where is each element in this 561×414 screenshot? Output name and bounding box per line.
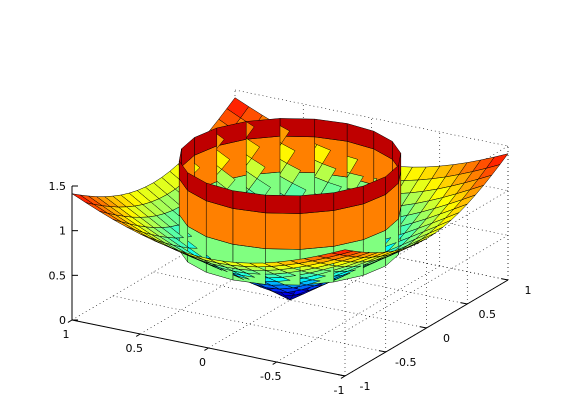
y-tick-mark <box>501 278 509 281</box>
cylinder-band-patch <box>299 192 335 214</box>
y-tick-mark <box>378 350 386 353</box>
y-tick-label: 1 <box>525 284 532 297</box>
cylinder-band-patch <box>265 212 301 250</box>
x-tick-mark <box>272 361 278 365</box>
surface-layer <box>71 97 509 301</box>
x-tick-label: 0 <box>199 356 206 369</box>
x-tick-label: -1 <box>334 384 345 397</box>
x-tick-label: 0.5 <box>126 342 144 355</box>
cone-surface-patch <box>71 193 95 205</box>
x-tick-mark <box>340 375 346 379</box>
y-tick-mark <box>419 326 427 329</box>
wall-grid-line <box>234 179 509 236</box>
x-tick-mark <box>204 347 209 351</box>
x-tick-mark <box>135 333 141 337</box>
cylinder-band-patch <box>178 160 188 191</box>
axes-layer <box>67 185 509 379</box>
y-tick-mark <box>460 302 468 305</box>
floor-grid-line <box>112 295 386 353</box>
cylinder-band-patch <box>299 210 335 250</box>
floor-grid-line <box>153 271 427 329</box>
wall-grid-line <box>234 89 509 147</box>
x-tick-label: -0.5 <box>260 370 281 383</box>
cylinder-band-patch <box>333 203 364 247</box>
y-tick-mark <box>338 374 346 377</box>
cylinder-band-patch <box>265 194 301 214</box>
y-tick-label: 0 <box>443 332 450 345</box>
z-tick-label: 1 <box>59 225 66 238</box>
x-tick-mark <box>67 319 73 323</box>
floor-grid-line <box>194 247 468 305</box>
y-tick-label: 0.5 <box>479 308 497 321</box>
x-tick-label: 1 <box>63 328 70 341</box>
z-tick-label: 1.5 <box>49 180 67 193</box>
y-tick-label: -1 <box>360 380 371 393</box>
z-tick-label: 0 <box>59 314 66 327</box>
z-tick-label: 0.5 <box>49 269 67 282</box>
y-tick-label: -0.5 <box>395 356 416 369</box>
cylinder-band-patch <box>232 208 266 249</box>
wall-grid-line <box>234 223 509 281</box>
